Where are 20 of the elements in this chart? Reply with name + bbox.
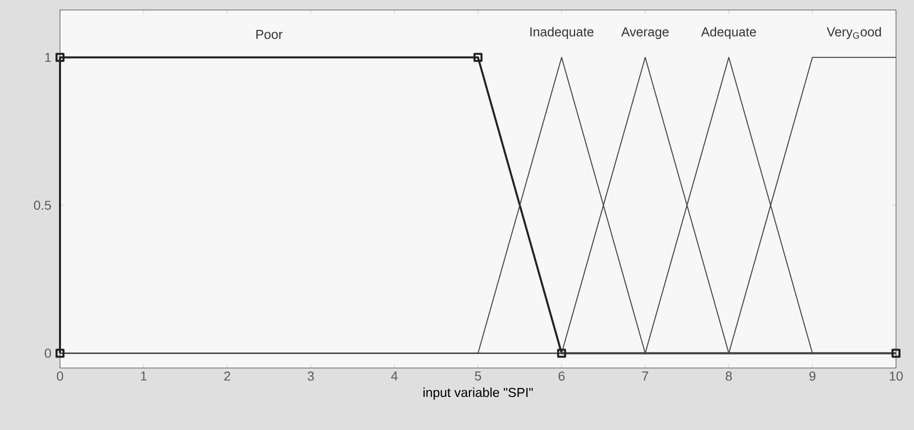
y-tick-label: 1 bbox=[45, 52, 51, 62]
x-tick-label: 1 bbox=[140, 372, 147, 380]
x-axis-title: input variable "SPI" bbox=[424, 388, 533, 400]
x-tick-label: 0 bbox=[56, 372, 64, 381]
x-tick-label: 2 bbox=[224, 372, 230, 381]
x-tick-label: 3 bbox=[308, 372, 314, 381]
x-tick-label: 8 bbox=[726, 372, 732, 381]
series-label: Poor bbox=[256, 30, 282, 40]
x-tick-label: 9 bbox=[809, 372, 816, 381]
x-tick-label: 10 bbox=[890, 372, 903, 381]
x-tick-label: 6 bbox=[558, 372, 565, 381]
series-label: Very$_{G}$ood bbox=[826, 26, 881, 40]
series-label: Inadequate bbox=[530, 26, 594, 40]
x-tick-label: 7 bbox=[642, 372, 648, 380]
y-tick-label: 0 bbox=[44, 348, 51, 358]
x-tick-label: 4 bbox=[391, 372, 398, 380]
series-label: Adequate bbox=[701, 26, 756, 40]
y-tick-label: 0.5 bbox=[34, 200, 51, 210]
x-tick-label: 5 bbox=[474, 372, 482, 381]
series-label: Average bbox=[621, 27, 669, 40]
